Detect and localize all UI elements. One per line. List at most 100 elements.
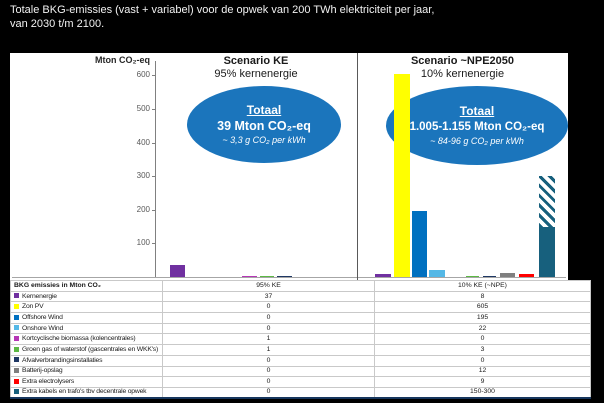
legend-swatch-zon-pv: [14, 303, 19, 309]
table-row-extra-electrolysers: Extra electrolysers 0 9: [10, 376, 591, 388]
scenario-ke-title: Scenario KE: [223, 55, 289, 67]
row-label: Batterij-opslag: [10, 365, 163, 378]
value-npe: 12: [374, 365, 591, 378]
legend-swatch-extra-electrolysers: [14, 378, 19, 384]
legend-swatch-kernenergie: [14, 293, 19, 299]
row-label: Kernenergie: [10, 290, 163, 303]
legend-swatch-offshore-wind: [14, 314, 19, 320]
y-tick-300: 300: [136, 171, 150, 181]
value-ke: 0: [162, 365, 375, 378]
total-label-ke: Totaal: [246, 103, 282, 117]
row-label: Afvalverbrandingsinstallaties: [10, 354, 163, 367]
value-npe: 22: [374, 322, 591, 335]
bar-groen-gas-of-waterstof-gascentrales-en-wkk-s-95-ke: [260, 275, 274, 277]
value-ke: 0: [162, 322, 375, 335]
bar-extra-electrolysers-10-ke-npe: [519, 273, 534, 277]
value-ke: 0: [162, 354, 375, 367]
total-value-npe: 1.005-1.155 Mton CO₂-eq: [409, 121, 545, 133]
table-header-95-ke: 95% KE: [162, 280, 375, 292]
value-npe: 195: [374, 312, 591, 324]
scenario-ke-subtitle: 95% kernenergie: [214, 68, 298, 80]
table-row-afvalverbrandingsinstallaties: Afvalverbrandingsinstallaties 0 0: [10, 354, 591, 367]
table-row-zon-pv: Zon PV 0 605: [10, 301, 591, 314]
table-row-groen-gas-of-waterstof-gascentrales-en-wkk-s: Groen gas of waterstof (gascentrales en …: [10, 344, 591, 356]
value-ke: 0: [162, 312, 375, 324]
panel-divider: [357, 53, 358, 280]
emissions-table: BKG emissies in Mton CO₂ 95% KE 10% KE (~N…: [10, 280, 591, 400]
legend-swatch-afvalverbrandingsinstallaties: [14, 357, 19, 363]
scenario-npe-subtitle: 10% kernenergie: [420, 68, 505, 80]
legend-swatch-extra-kabels-en-trafo-s-tbv-decentrale-opwek: [14, 389, 19, 395]
table-row-kortcyclische-biomassa-kolencentrales: Kortcyclische biomassa (kolencentrales) 1…: [10, 333, 591, 346]
row-label: Offshore Wind: [10, 312, 163, 324]
y-tick-mark: [152, 75, 156, 77]
y-tick-mark: [152, 176, 156, 178]
per-kwh-npe: ~ 84-96 g CO₂ per kWh: [430, 136, 524, 146]
legend-swatch-groen-gas-of-waterstof-gascentrales-en-wkk-s: [14, 346, 19, 352]
total-badge-npe: Totaal 1.005-1.155 Mton CO₂-eq ~ 84-96 g…: [386, 86, 568, 165]
y-tick-mark: [152, 109, 156, 110]
bar-offshore-wind-10-ke-npe: [412, 211, 427, 277]
value-npe: 8: [374, 290, 591, 303]
y-tick-mark: [152, 209, 156, 211]
value-ke: 1: [162, 344, 375, 356]
chart-title: Totale BKG-emissies (vast + variabel) vo…: [10, 3, 434, 31]
y-tick-mark: [152, 243, 156, 245]
value-ke: 0: [162, 376, 375, 388]
bar-extra-kabels-en-trafo-s-tbv-decentrale-opwek-range-hatch: [539, 176, 555, 227]
value-npe: 0: [374, 354, 591, 367]
value-ke: 0: [162, 301, 375, 314]
y-tick-500: 500: [136, 104, 150, 113]
bar-afvalverbrandingsinstallaties-95-ke: [277, 276, 292, 277]
value-npe: 605: [374, 301, 591, 314]
y-tick-100: 100: [136, 238, 150, 248]
chart-title-line1: Totale BKG-emissies (vast + variabel) vo…: [10, 4, 435, 16]
value-ke: 1: [162, 333, 375, 346]
row-label: Kortcyclische biomassa (kolencentrales): [10, 333, 163, 346]
value-npe: 9: [374, 376, 591, 388]
bar-groen-gas-of-waterstof-gascentrales-en-wkk-s-10-ke-npe: [466, 275, 479, 277]
bar-kortcyclische-biomassa-kolencentrales-95-ke: [242, 275, 257, 277]
total-value-ke: 39 Mton CO₂-eq: [217, 119, 311, 133]
y-axis-label: Mton CO₂-eq: [95, 55, 150, 65]
table-row-onshore-wind: Onshore Wind 0 22: [10, 322, 591, 335]
x-axis-line: [12, 277, 566, 278]
bar-extra-kabels-en-trafo-s-tbv-decentrale-opwek-10-ke-npe: [539, 226, 555, 277]
table-row-batterij-opslag: Batterij-opslag 0 12: [10, 365, 591, 378]
total-label-npe: Totaal: [459, 104, 495, 118]
legend-swatch-onshore-wind: [14, 325, 19, 331]
per-kwh-ke: ~ 3,3 g CO₂ per kWh: [222, 135, 306, 145]
bar-afvalverbrandingsinstallaties-10-ke-npe: [483, 276, 496, 277]
bar-kernenergie-10-ke-npe: [375, 274, 391, 277]
panel-header-npe: Scenario ~NPE2050 10% kernenergie: [357, 55, 568, 81]
table-row-kernenergie: Kernenergie 37 8: [10, 290, 591, 303]
y-tick-mark: [152, 142, 156, 144]
y-tick-200: 200: [136, 204, 150, 214]
legend-swatch-batterij-opslag: [14, 368, 19, 374]
table-header-row: BKG emissies in Mton CO₂ 95% KE 10% KE (~N…: [10, 280, 591, 292]
y-tick-400: 400: [136, 137, 150, 147]
chart-title-line2: van 2030 t/m 2100.: [10, 18, 105, 30]
row-label: Groen gas of waterstof (gascentrales en …: [10, 344, 163, 356]
value-ke: 0: [162, 386, 375, 399]
bar-kernenergie-95-ke: [170, 264, 185, 277]
bar-onshore-wind-10-ke-npe: [429, 269, 445, 277]
table-header-label: BKG emissies in Mton CO₂: [10, 280, 163, 292]
value-npe: 3: [374, 344, 591, 356]
row-label: Onshore Wind: [10, 322, 163, 335]
panel-header-ke: Scenario KE 95% kernenergie: [155, 55, 357, 81]
row-label: Zon PV: [10, 301, 163, 314]
y-tick-600: 600: [136, 70, 150, 80]
table-row-extra-kabels-en-trafo-s-tbv-decentrale-opwek: Extra kabels en trafo's tbv decentrale o…: [10, 386, 591, 399]
row-label: Extra electrolysers: [10, 376, 163, 388]
bar-batterij-opslag-10-ke-npe: [500, 272, 515, 277]
bar-zon-pv-10-ke-npe: [394, 73, 410, 277]
value-npe: 0: [374, 333, 591, 346]
value-npe: 150-300: [374, 386, 591, 399]
table-header-10-ke-npe: 10% KE (~NPE): [374, 280, 591, 292]
scenario-npe-title: Scenario ~NPE2050: [410, 55, 515, 67]
total-badge-ke: Totaal 39 Mton CO₂-eq ~ 3,3 g CO₂ per kW…: [187, 86, 341, 163]
table-row-offshore-wind: Offshore Wind 0 195: [10, 312, 591, 324]
value-ke: 37: [162, 290, 375, 303]
legend-swatch-kortcyclische-biomassa-kolencentrales: [14, 335, 19, 341]
